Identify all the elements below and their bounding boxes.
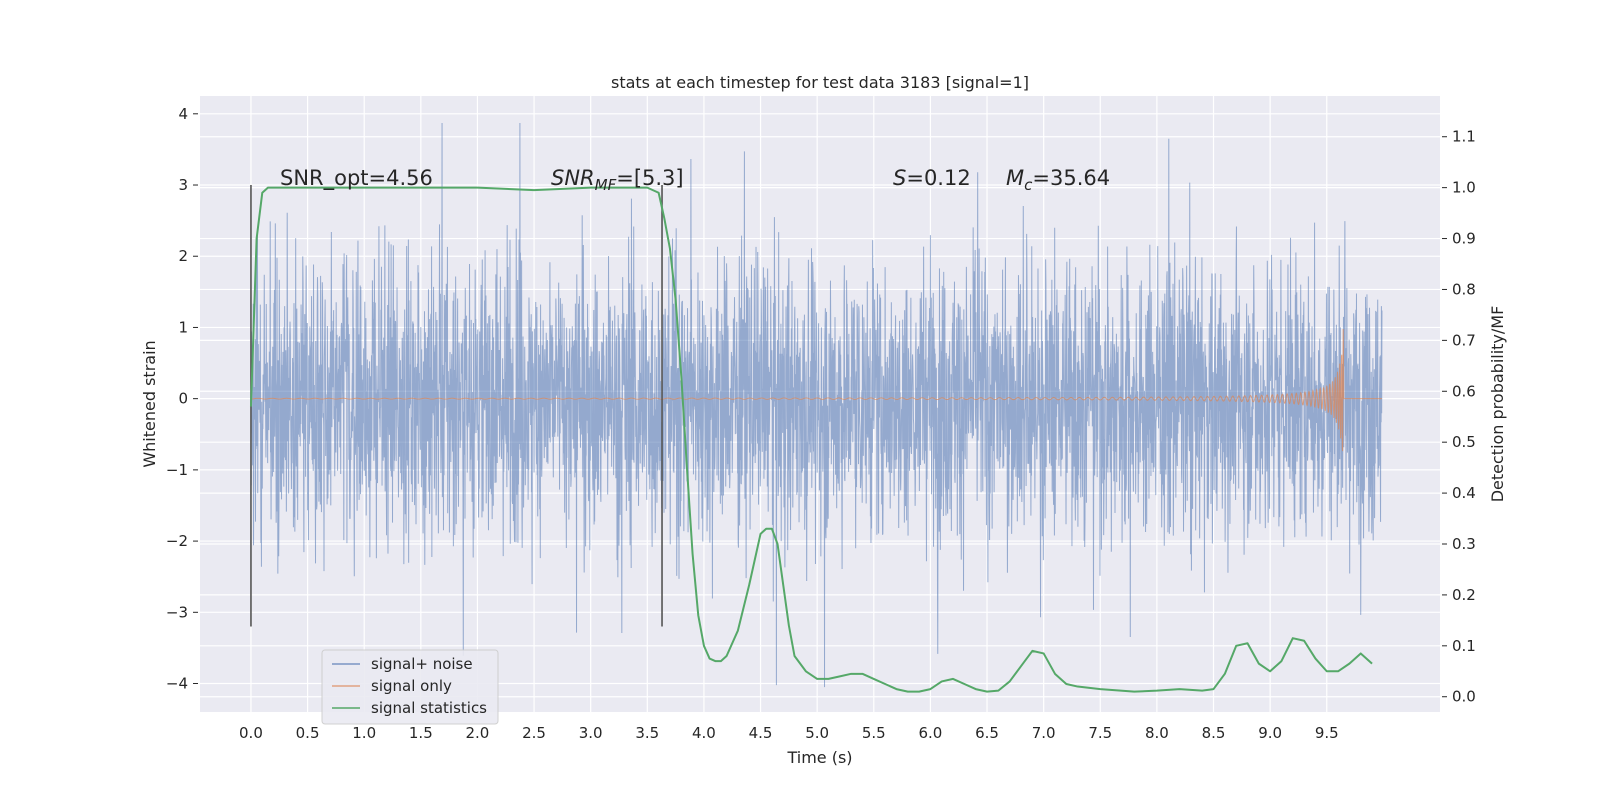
y-tick-label: −2 xyxy=(166,532,188,550)
y-tick-label: 2 xyxy=(178,247,188,265)
signal-trace xyxy=(250,328,1382,452)
annotation-snr-mf-sub: MF xyxy=(595,176,617,194)
x-axis-ticks: 0.0 0.5 1.0 1.5 2.0 2.5 3.0 3.5 4.0 4.5 5.0 5.5 6.0 6… xyxy=(239,724,1339,742)
series-signal-noise xyxy=(250,123,1383,688)
y-right-tick-label: 0.2 xyxy=(1452,586,1476,604)
annotation-snr-mf: SNRMF=[5.3] xyxy=(551,166,684,194)
x-tick-label: 3.5 xyxy=(635,724,659,742)
y-right-tick-label: 0.5 xyxy=(1452,433,1476,451)
y-axis-ticks: −4 −3 −2 −1 0 1 2 3 4 xyxy=(166,105,198,693)
annotation-snr-mf-value: =[5.3] xyxy=(616,166,683,190)
y-tick-label: 3 xyxy=(178,176,188,194)
y-right-axis-ticks: 0.0 0.1 0.2 0.3 0.4 0.5 0.6 0.7 0.8 0.9 1.0 1.1 xyxy=(1442,128,1476,706)
x-tick-label: 0.5 xyxy=(296,724,320,742)
y-tick-label: −1 xyxy=(166,461,188,479)
legend-label-signal-only: signal only xyxy=(371,677,452,695)
y-right-tick-label: 1.1 xyxy=(1452,128,1476,146)
series-signal-only xyxy=(250,328,1382,452)
x-axis-label: Time (s) xyxy=(786,748,852,767)
noise-trace xyxy=(250,123,1383,688)
x-tick-label: 6.5 xyxy=(975,724,999,742)
y-right-tick-label: 0.9 xyxy=(1452,230,1476,248)
y-right-tick-label: 1.0 xyxy=(1452,179,1476,197)
x-tick-label: 5.5 xyxy=(862,724,886,742)
legend-label-signal-noise: signal+ noise xyxy=(371,655,473,673)
x-tick-label: 2.0 xyxy=(466,724,490,742)
y-right-tick-label: 0.1 xyxy=(1452,637,1476,655)
annotation-snr-mf-base: SNR xyxy=(551,166,595,190)
legend-box xyxy=(321,649,499,725)
y-right-tick-label: 0.7 xyxy=(1452,331,1476,349)
y-tick-label: 0 xyxy=(178,390,188,408)
x-tick-label: 8.5 xyxy=(1202,724,1226,742)
legend-label-signal-statistics: signal statistics xyxy=(371,699,487,717)
y-axis-label: Whitened strain xyxy=(140,340,159,467)
annotation-mc: Mc=35.64 xyxy=(1006,166,1110,194)
x-tick-label: 7.5 xyxy=(1088,724,1112,742)
x-tick-label: 2.5 xyxy=(522,724,546,742)
series-signal-statistics xyxy=(249,186,1373,693)
annotation-s-value: =0.12 xyxy=(906,166,970,190)
annotation-mc-symbol: M xyxy=(1006,166,1024,190)
x-tick-label: 0.0 xyxy=(239,724,263,742)
y-tick-label: 1 xyxy=(178,318,188,336)
annotation-mc-value: =35.64 xyxy=(1032,166,1110,190)
x-tick-label: 7.0 xyxy=(1032,724,1056,742)
chart-title: stats at each timestep for test data 318… xyxy=(611,73,1029,92)
x-tick-label: 3.0 xyxy=(579,724,603,742)
statistics-line xyxy=(249,186,1373,693)
x-tick-label: 6.0 xyxy=(918,724,942,742)
y-right-tick-label: 0.0 xyxy=(1452,688,1476,706)
annotation-snr-opt: SNR_opt=4.56 xyxy=(280,166,433,191)
x-tick-label: 9.0 xyxy=(1258,724,1282,742)
x-tick-label: 1.0 xyxy=(352,724,376,742)
y-tick-label: −4 xyxy=(166,675,188,693)
y-right-axis-label: Detection probability/MF xyxy=(1488,306,1507,503)
x-tick-label: 8.0 xyxy=(1145,724,1169,742)
x-tick-label: 4.5 xyxy=(749,724,773,742)
x-tick-label: 1.5 xyxy=(409,724,433,742)
y-right-tick-label: 0.3 xyxy=(1452,535,1476,553)
x-tick-label: 9.5 xyxy=(1315,724,1339,742)
x-tick-label: 4.0 xyxy=(692,724,716,742)
y-right-tick-label: 0.4 xyxy=(1452,484,1476,502)
y-right-tick-label: 0.6 xyxy=(1452,382,1476,400)
legend: signal+ noise signal only signal statist… xyxy=(321,649,499,725)
annotation-s: S=0.12 xyxy=(893,166,971,190)
y-tick-label: −3 xyxy=(166,603,188,621)
y-right-tick-label: 0.8 xyxy=(1452,280,1476,298)
annotation-mc-sub: c xyxy=(1024,176,1033,194)
y-tick-label: 4 xyxy=(178,105,188,123)
x-tick-label: 5.0 xyxy=(805,724,829,742)
annotation-s-symbol: S xyxy=(893,166,906,190)
